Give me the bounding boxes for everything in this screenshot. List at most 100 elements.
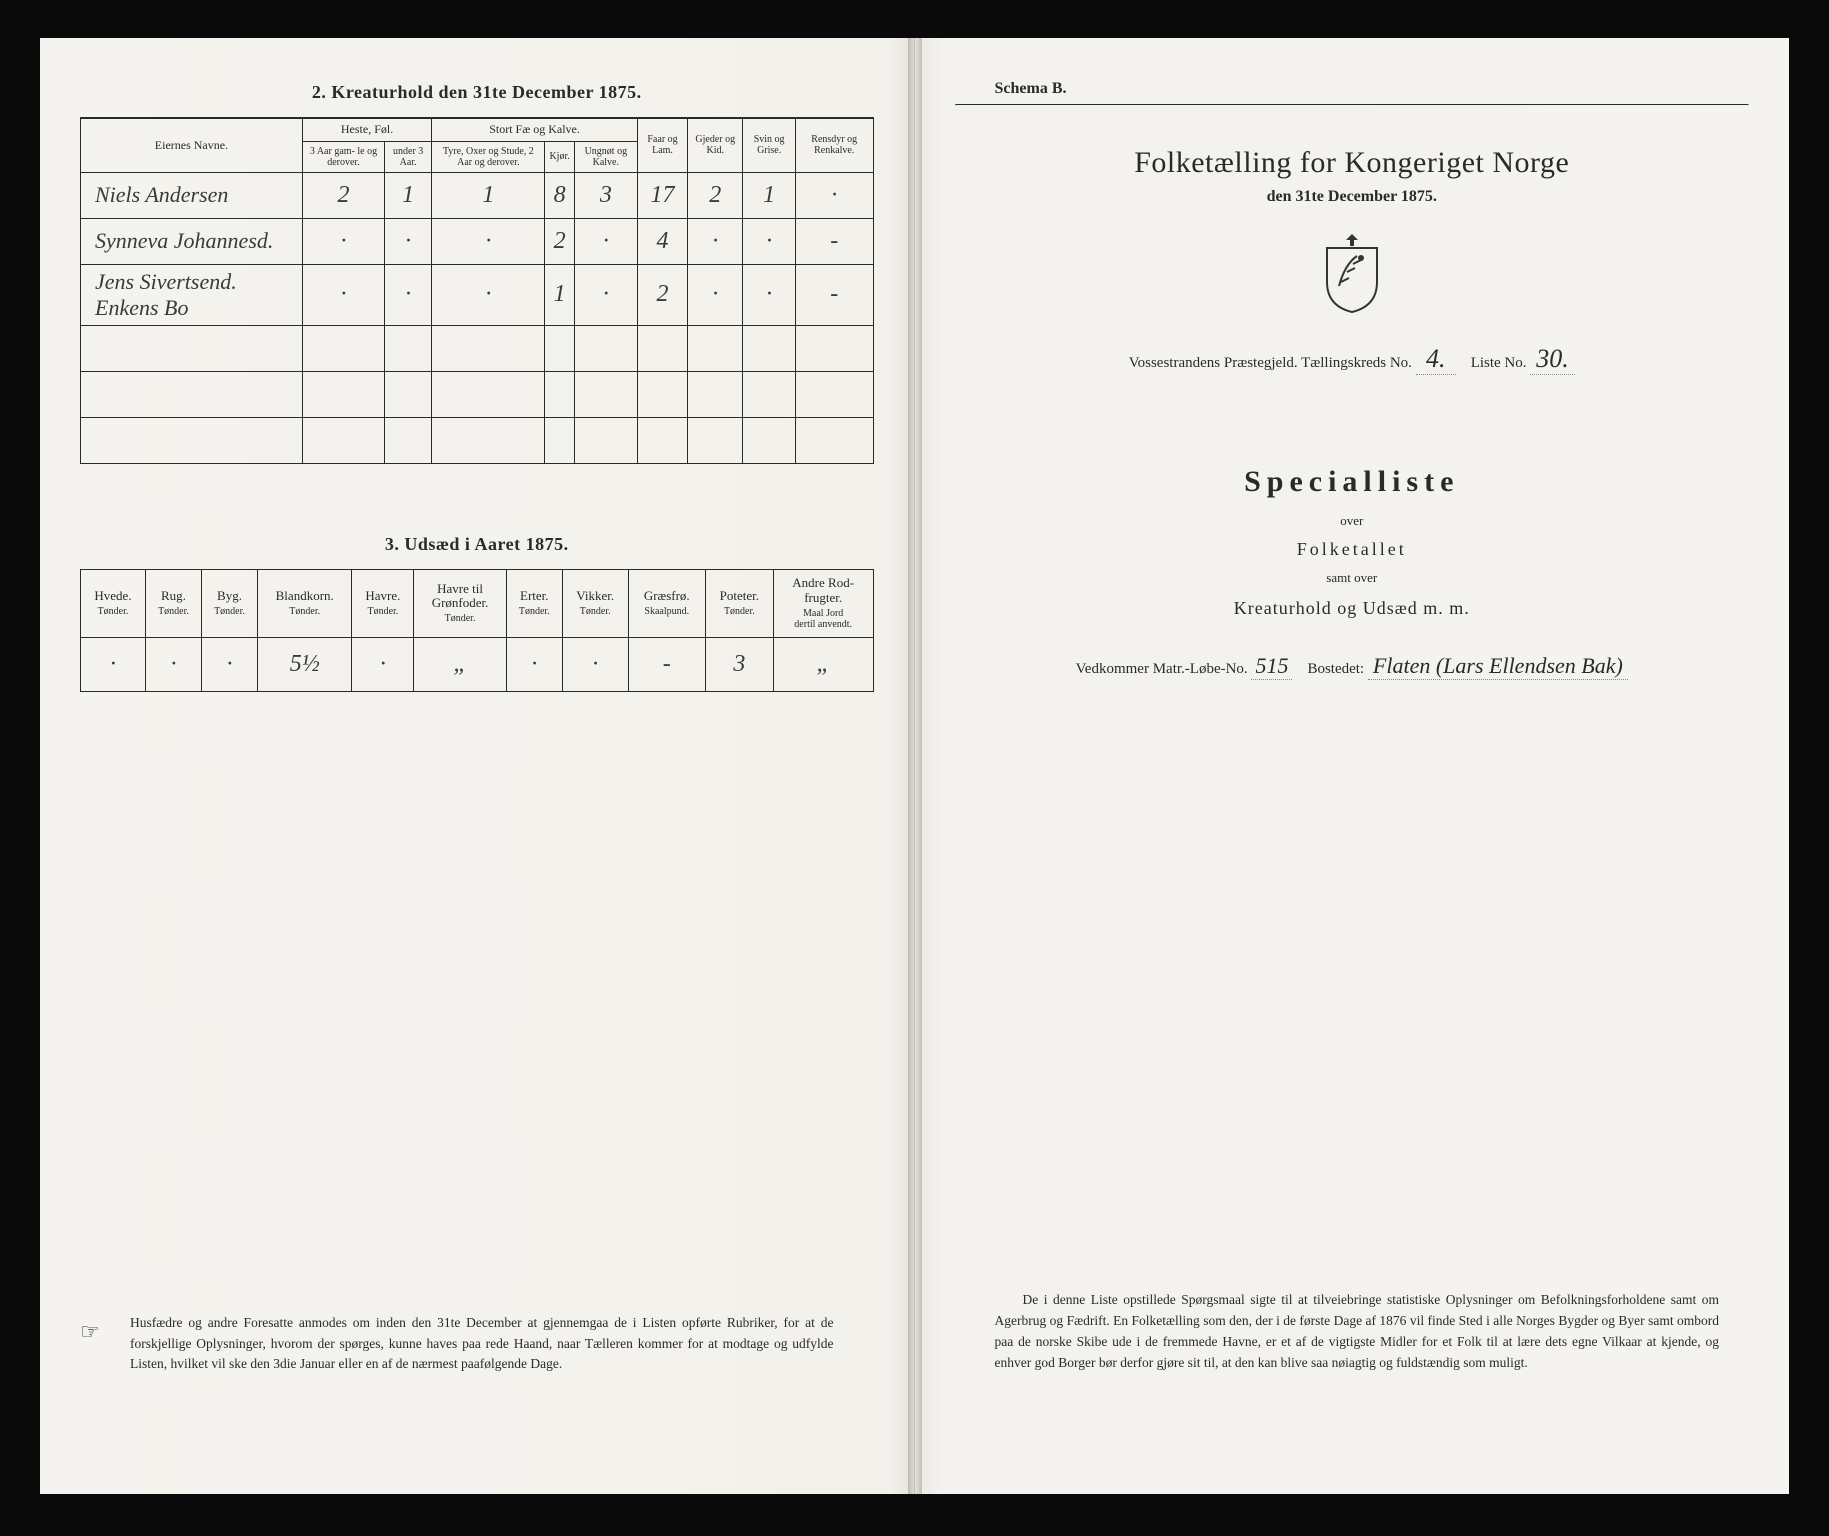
cell: 8 <box>545 172 574 218</box>
cell: 1 <box>743 172 796 218</box>
matr-prefix: Vedkommer Matr.-Løbe-No. <box>1076 661 1248 677</box>
cell: · <box>562 637 628 691</box>
ident-prefix: Vossestrandens Præstegjeld. Tællingskred… <box>1129 355 1412 371</box>
cell: - <box>795 218 873 264</box>
right-page: Schema B. Folketælling for Kongeriget No… <box>915 38 1790 1494</box>
th-heste: Heste, Føl. <box>302 119 431 142</box>
cell: · <box>506 637 562 691</box>
cell: · <box>145 637 201 691</box>
th-svin: Svin og Grise. <box>743 119 796 173</box>
liste-no: 30. <box>1530 344 1575 375</box>
th-faar: Faar og Lam. <box>637 119 687 173</box>
bosted-label: Bostedet: <box>1307 661 1364 677</box>
cell: · <box>795 172 873 218</box>
cell: „ <box>773 637 873 691</box>
paper-spread: 2. Kreaturhold den 31te December 1875. E… <box>40 38 1789 1494</box>
cell <box>637 371 687 417</box>
cell <box>545 417 574 463</box>
cell <box>795 325 873 371</box>
rule <box>955 104 1750 106</box>
cell: · <box>688 264 743 325</box>
specialliste-title: Specialliste <box>955 465 1750 499</box>
cell <box>302 371 384 417</box>
cell <box>81 417 303 463</box>
cell: 1 <box>385 172 432 218</box>
cell <box>688 325 743 371</box>
cell: 1 <box>545 264 574 325</box>
cell: - <box>795 264 873 325</box>
table-row <box>81 325 874 371</box>
cell: 3 <box>574 172 637 218</box>
table-row: Jens Sivertsend. Enkens Bo···1·2··- <box>81 264 874 325</box>
left-page: 2. Kreaturhold den 31te December 1875. E… <box>40 38 915 1494</box>
cell <box>637 417 687 463</box>
cell <box>385 417 432 463</box>
cell <box>637 325 687 371</box>
section3-title: 3. Udsæd i Aaret 1875. <box>80 534 874 555</box>
table-row <box>81 417 874 463</box>
th-stort: Stort Fæ og Kalve. <box>432 119 638 142</box>
cell: · <box>302 264 384 325</box>
th-eier: Eiernes Navne. <box>81 119 303 173</box>
cell <box>545 325 574 371</box>
cell: · <box>688 218 743 264</box>
cell: 4 <box>637 218 687 264</box>
scan-frame: 2. Kreaturhold den 31te December 1875. E… <box>0 0 1829 1536</box>
cell <box>432 325 545 371</box>
schema-label: Schema B. <box>995 80 1750 98</box>
right-footnote: De i denne Liste opstillede Spørgsmaal s… <box>995 1290 1720 1374</box>
cell <box>385 371 432 417</box>
th: Havre tilGrønfoder.Tønder. <box>414 569 506 637</box>
cell <box>743 371 796 417</box>
census-title: Folketælling for Kongeriget Norge <box>955 146 1750 180</box>
folketallet-label: Folketallet <box>955 539 1750 560</box>
liste-label: Liste No. <box>1471 355 1527 371</box>
matr-line: Vedkommer Matr.-Løbe-No. 515 Bostedet: F… <box>955 653 1750 680</box>
th: Rug.Tønder. <box>145 569 201 637</box>
th: Hvede.Tønder. <box>81 569 146 637</box>
th-heste-b: under 3 Aar. <box>385 141 432 172</box>
cell <box>688 417 743 463</box>
th-rens: Rensdyr og Renkalve. <box>795 119 873 173</box>
cell <box>385 325 432 371</box>
cell: · <box>432 218 545 264</box>
over-label: over <box>955 513 1750 529</box>
cell: · <box>432 264 545 325</box>
owner-name: Synneva Johannesd. <box>81 218 303 264</box>
udsaed-table: Hvede.Tønder.Rug.Tønder.Byg.Tønder.Bland… <box>80 569 874 692</box>
th: Blandkorn.Tønder. <box>258 569 352 637</box>
cell <box>574 417 637 463</box>
table-row: Synneva Johannesd.···2·4··- <box>81 218 874 264</box>
cell: · <box>302 218 384 264</box>
th-stort-c: Ungnøt og Kalve. <box>574 141 637 172</box>
cell: 5½ <box>258 637 352 691</box>
cell <box>432 417 545 463</box>
cell <box>302 325 384 371</box>
cell: - <box>628 637 705 691</box>
th: Erter.Tønder. <box>506 569 562 637</box>
cell: „ <box>414 637 506 691</box>
th-gjed: Gjeder og Kid. <box>688 119 743 173</box>
cell <box>302 417 384 463</box>
th: Vikker.Tønder. <box>562 569 628 637</box>
cell <box>81 371 303 417</box>
cell <box>574 371 637 417</box>
th-stort-a: Tyre, Oxer og Stude, 2 Aar og derover. <box>432 141 545 172</box>
cell: · <box>385 264 432 325</box>
cell: · <box>385 218 432 264</box>
udsaed-section: 3. Udsæd i Aaret 1875. Hvede.Tønder.Rug.… <box>80 534 874 692</box>
th: Poteter.Tønder. <box>705 569 773 637</box>
footnote-text: Husfædre og andre Foresatte anmodes om i… <box>130 1315 834 1371</box>
th-heste-a: 3 Aar gam- le og derover. <box>302 141 384 172</box>
pointer-icon: ☞ <box>80 1315 100 1348</box>
coat-of-arms-icon <box>1317 232 1387 314</box>
th: Byg.Tønder. <box>201 569 257 637</box>
bosted-value: Flaten (Lars Ellendsen Bak) <box>1368 653 1628 680</box>
cell: 1 <box>432 172 545 218</box>
cell: 2 <box>637 264 687 325</box>
matr-no: 515 <box>1251 653 1292 680</box>
cell: 2 <box>302 172 384 218</box>
th: Græsfrø.Skaalpund. <box>628 569 705 637</box>
cell <box>743 325 796 371</box>
cell <box>545 371 574 417</box>
